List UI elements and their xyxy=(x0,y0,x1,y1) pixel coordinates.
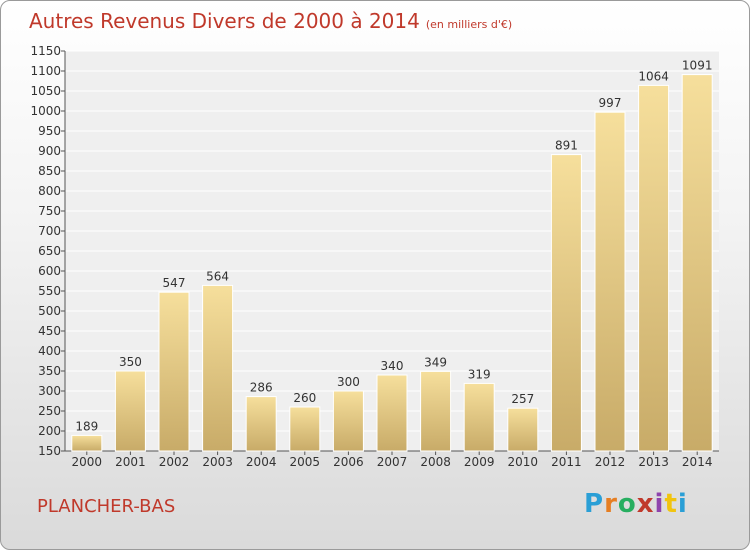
bars xyxy=(71,74,713,452)
value-label-2011: 891 xyxy=(555,139,578,153)
y-tick-label: 550 xyxy=(38,284,61,298)
y-tick-label: 950 xyxy=(38,124,61,138)
proxiti-logo[interactable]: Proxiti xyxy=(584,489,688,519)
chart-unit: (en milliers d'€) xyxy=(425,18,513,31)
x-tick-label-2005: 2005 xyxy=(290,455,321,469)
y-tick-label: 200 xyxy=(38,424,61,438)
x-tick-label-2004: 2004 xyxy=(246,455,277,469)
y-tick-label: 850 xyxy=(38,164,61,178)
logo-letter: P xyxy=(584,489,605,519)
y-tick-label: 400 xyxy=(38,344,61,358)
y-tick-label: 1000 xyxy=(30,104,61,118)
y-tick-label: 300 xyxy=(38,384,61,398)
y-tick-label: 800 xyxy=(38,184,61,198)
bar-2004 xyxy=(245,396,277,452)
bar-2010 xyxy=(507,407,539,452)
bar-2009 xyxy=(463,382,495,452)
x-tick-label-2003: 2003 xyxy=(202,455,233,469)
bar-2011 xyxy=(550,154,582,452)
bar-2003 xyxy=(202,284,234,452)
value-label-2005: 260 xyxy=(293,391,316,405)
x-tick-label-2000: 2000 xyxy=(72,455,103,469)
bar-2012 xyxy=(594,111,626,452)
value-label-2014: 1091 xyxy=(682,59,713,73)
value-label-2006: 300 xyxy=(337,375,360,389)
bar-2006 xyxy=(332,390,364,452)
y-tick-label: 900 xyxy=(38,144,61,158)
value-label-2008: 349 xyxy=(424,355,447,369)
bar-2008 xyxy=(420,370,452,452)
x-tick-label-2008: 2008 xyxy=(420,455,451,469)
logo-letter: o xyxy=(617,489,637,519)
value-label-2000: 189 xyxy=(75,419,98,433)
y-tick-label: 450 xyxy=(38,324,61,338)
bar-2005 xyxy=(289,406,321,452)
labels: 150 200 250 300 350 400 450 500 550 600 650 700 750 8… xyxy=(30,44,712,469)
logo-letter: x xyxy=(636,489,655,519)
bar-2007 xyxy=(376,374,408,452)
value-label-2007: 340 xyxy=(381,359,404,373)
y-tick-label: 750 xyxy=(38,204,61,218)
x-tick-label-2011: 2011 xyxy=(551,455,582,469)
y-tick-label: 150 xyxy=(38,444,61,458)
x-tick-label-2013: 2013 xyxy=(638,455,669,469)
y-tick-label: 250 xyxy=(38,404,61,418)
value-label-2010: 257 xyxy=(511,392,534,406)
y-tick-label: 700 xyxy=(38,224,61,238)
value-label-2002: 547 xyxy=(163,276,186,290)
y-tick-label: 1100 xyxy=(30,64,61,78)
x-tick-label-2009: 2009 xyxy=(464,455,495,469)
chart-title: Autres Revenus Divers de 2000 à 2014 (en … xyxy=(29,9,513,33)
x-tick-label-2012: 2012 xyxy=(595,455,626,469)
value-label-2013: 1064 xyxy=(638,69,669,83)
commune-name: PLANCHER-BAS xyxy=(37,496,176,517)
x-tick-label-2002: 2002 xyxy=(159,455,190,469)
logo-letter: t xyxy=(664,489,678,519)
value-label-2009: 319 xyxy=(468,367,491,381)
bar-2000 xyxy=(71,434,103,452)
x-tick-label-2014: 2014 xyxy=(682,455,713,469)
y-tick-label: 650 xyxy=(38,244,61,258)
y-tick-label: 500 xyxy=(38,304,61,318)
y-tick-label: 600 xyxy=(38,264,61,278)
value-label-2003: 564 xyxy=(206,269,229,283)
logo-letter: i xyxy=(654,489,665,519)
bar-2013 xyxy=(638,84,670,452)
bar-2001 xyxy=(114,370,146,452)
x-tick-label-2006: 2006 xyxy=(333,455,364,469)
x-tick-label-2010: 2010 xyxy=(508,455,539,469)
value-label-2012: 997 xyxy=(599,96,622,110)
bar-2002 xyxy=(158,291,190,452)
y-tick-label: 1150 xyxy=(30,44,61,58)
logo-letter: i xyxy=(677,489,688,519)
bar-2014 xyxy=(681,74,713,452)
value-label-2004: 286 xyxy=(250,381,273,395)
logo-letter: r xyxy=(604,489,618,519)
x-tick-label-2001: 2001 xyxy=(115,455,146,469)
y-tick-label: 350 xyxy=(38,364,61,378)
y-tick-label: 1050 xyxy=(30,84,61,98)
value-label-2001: 350 xyxy=(119,355,142,369)
x-tick-label-2007: 2007 xyxy=(377,455,408,469)
